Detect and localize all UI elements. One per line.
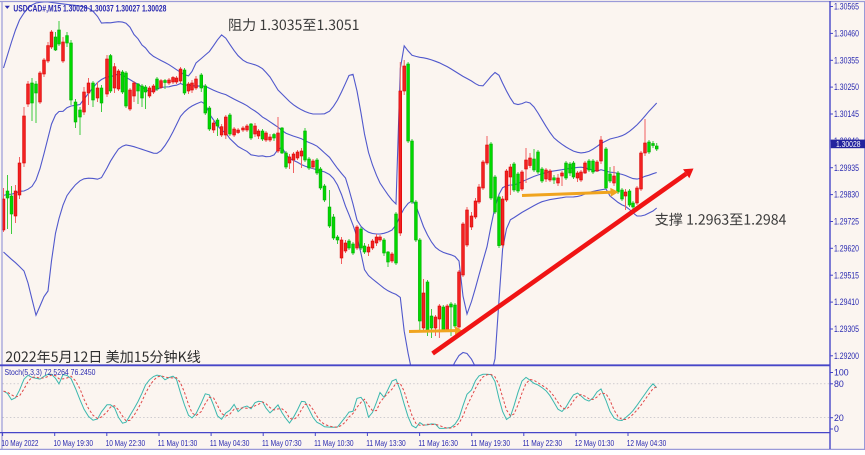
- svg-text:1.29725: 1.29725: [834, 217, 859, 227]
- svg-text:1.30145: 1.30145: [834, 109, 859, 119]
- svg-text:11 May 07:30: 11 May 07:30: [262, 438, 302, 448]
- svg-text:11 May 04:30: 11 May 04:30: [210, 438, 250, 448]
- svg-text:1.30565: 1.30565: [834, 2, 859, 12]
- svg-text:1.30028: 1.30028: [836, 139, 861, 149]
- svg-text:0: 0: [834, 424, 839, 434]
- svg-text:11 May 13:30: 11 May 13:30: [366, 438, 406, 448]
- svg-text:1.29515: 1.29515: [834, 270, 859, 280]
- svg-text:11 May 16:30: 11 May 16:30: [418, 438, 458, 448]
- svg-text:11 May 22:30: 11 May 22:30: [523, 438, 563, 448]
- svg-text:11 May 19:30: 11 May 19:30: [471, 438, 511, 448]
- svg-text:100: 100: [834, 368, 849, 378]
- svg-text:1.30250: 1.30250: [834, 82, 859, 92]
- svg-text:10 May 2022: 10 May 2022: [1, 438, 38, 448]
- svg-text:USDCAD#,M15 1.30028 1.30037 1: USDCAD#,M15 1.30028 1.30037 1.30027 1.30…: [13, 3, 166, 13]
- svg-text:10 May 19:30: 10 May 19:30: [54, 438, 94, 448]
- svg-text:20: 20: [834, 413, 844, 423]
- svg-text:1.29830: 1.29830: [834, 190, 859, 200]
- svg-text:80: 80: [834, 379, 844, 389]
- svg-text:Stoch(5,3,3) 72.5264 76.2450: Stoch(5,3,3) 72.5264 76.2450: [5, 368, 97, 377]
- svg-text:12 May 04:30: 12 May 04:30: [627, 438, 667, 448]
- svg-text:11 May 10:30: 11 May 10:30: [314, 438, 354, 448]
- svg-text:1.29200: 1.29200: [834, 351, 859, 361]
- svg-text:1.29620: 1.29620: [834, 243, 859, 253]
- svg-text:1.29410: 1.29410: [834, 297, 859, 307]
- svg-text:12 May 01:30: 12 May 01:30: [575, 438, 615, 448]
- svg-text:1.30355: 1.30355: [834, 55, 859, 65]
- svg-text:1.30460: 1.30460: [834, 29, 859, 39]
- svg-text:10 May 22:30: 10 May 22:30: [106, 438, 146, 448]
- svg-text:1.29305: 1.29305: [834, 324, 859, 334]
- svg-text:11 May 01:30: 11 May 01:30: [158, 438, 198, 448]
- svg-text:1.29935: 1.29935: [834, 163, 859, 173]
